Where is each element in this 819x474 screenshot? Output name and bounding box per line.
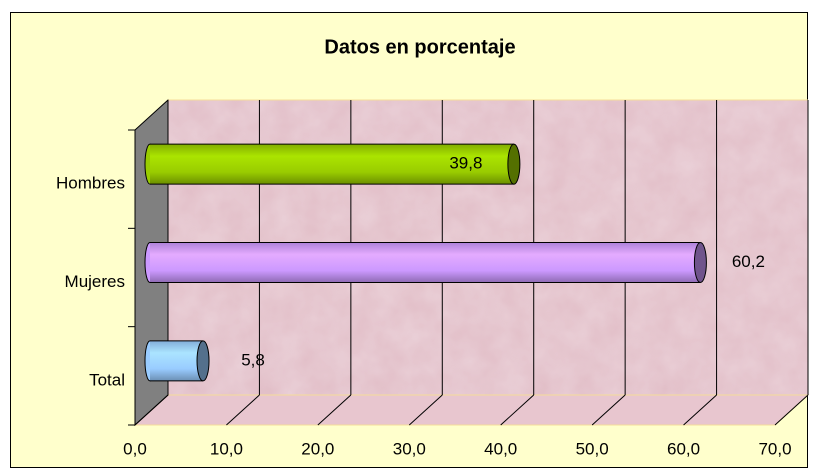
bar	[150, 242, 701, 283]
x-tick-label: 70,0	[758, 439, 791, 458]
category-label: Total	[89, 370, 125, 389]
floor-grid-line	[774, 394, 809, 426]
floor-grid-line	[134, 394, 169, 426]
x-tick-label: 20,0	[301, 439, 334, 458]
x-tick-label: 10,0	[210, 439, 243, 458]
floor-grid-line	[408, 394, 443, 426]
category-label: Hombres	[56, 174, 125, 193]
bar-cap-right	[693, 242, 707, 283]
floor-grid-line	[317, 394, 352, 426]
bar	[150, 144, 514, 185]
x-tick-label: 30,0	[393, 439, 426, 458]
x-tick-label: 60,0	[667, 439, 700, 458]
x-tick-label: 0,0	[123, 439, 147, 458]
bar-cap-right	[196, 340, 210, 382]
chart-title: Datos en porcentaje	[324, 36, 515, 58]
value-label: 5,8	[241, 350, 265, 369]
floor-grid-line	[591, 394, 626, 426]
floor	[133, 394, 810, 426]
floor-grid-line	[683, 394, 717, 426]
value-label: 60,2	[732, 252, 765, 271]
x-tick-label: 40,0	[484, 439, 517, 458]
x-tick-label: 50,0	[576, 439, 609, 458]
bar-cap-right	[507, 143, 521, 185]
value-label: 39,8	[449, 154, 482, 173]
floor-grid-line	[500, 394, 535, 426]
floor-grid-line	[226, 394, 260, 426]
category-label: Mujeres	[65, 272, 125, 291]
bar	[150, 340, 204, 381]
